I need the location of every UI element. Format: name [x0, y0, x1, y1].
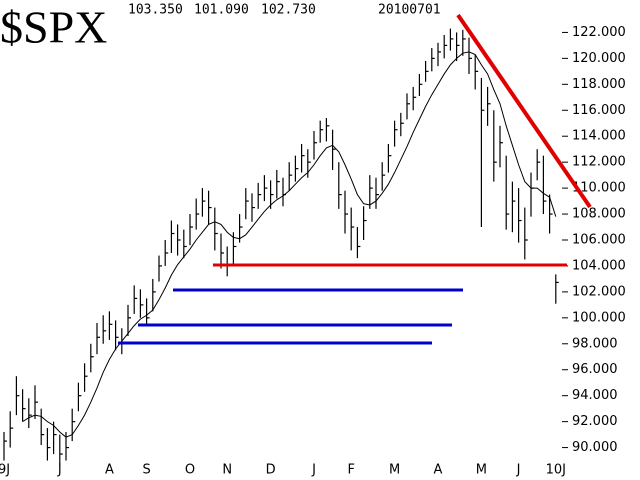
y-tick-label: 92.000 [572, 414, 618, 429]
x-tick-label: D [266, 463, 276, 478]
x-tick-label: O [185, 463, 195, 478]
y-tick-label: 108.000 [572, 207, 626, 222]
x-tick-label: A [105, 463, 114, 478]
x-tick-label: J [516, 463, 521, 478]
x-tick-label: J [311, 463, 316, 478]
x-tick-label: M [476, 463, 487, 478]
plot: 90.000 92.000 94.000 96.000 98.000 100.000 102… [0, 25, 626, 478]
x-tick-label: 9J [0, 463, 10, 478]
chart-title: $SPX [0, 2, 107, 53]
quote-date: 20100701 [378, 3, 441, 18]
y-tick-label: 120.000 [572, 51, 626, 66]
moving-average [22, 51, 557, 438]
y-tick-label: 98.000 [572, 336, 618, 351]
x-tick-label: S [142, 463, 150, 478]
y-tick-label: 114.000 [572, 129, 626, 144]
y-tick-label: 94.000 [572, 388, 618, 403]
y-tick-label: 100.000 [572, 310, 626, 325]
y-tick-label: 102.000 [572, 284, 626, 299]
x-tick-label: J [57, 463, 62, 478]
x-tick-label: N [222, 463, 232, 478]
quote-high: 101.090 [194, 3, 249, 18]
y-tick-label: 110.000 [572, 181, 626, 196]
trend-line [456, 13, 592, 209]
quote-close: 102.730 [261, 3, 316, 18]
x-tick-label: A [434, 463, 443, 478]
quote-open: 103.350 [128, 3, 183, 18]
y-tick-label: 90.000 [572, 440, 618, 455]
y-tick-label: 96.000 [572, 362, 618, 377]
y-tick-label: 106.000 [572, 233, 626, 248]
y-tick-label: 122.000 [572, 25, 626, 40]
y-tick-label: 104.000 [572, 258, 626, 273]
x-tick-label: 10J [546, 463, 566, 478]
y-tick-label: 112.000 [572, 155, 626, 170]
x-tick-label: M [389, 463, 400, 478]
y-tick-label: 118.000 [572, 77, 626, 92]
y-tick-label: 116.000 [572, 103, 626, 118]
x-tick-label: F [347, 463, 354, 478]
